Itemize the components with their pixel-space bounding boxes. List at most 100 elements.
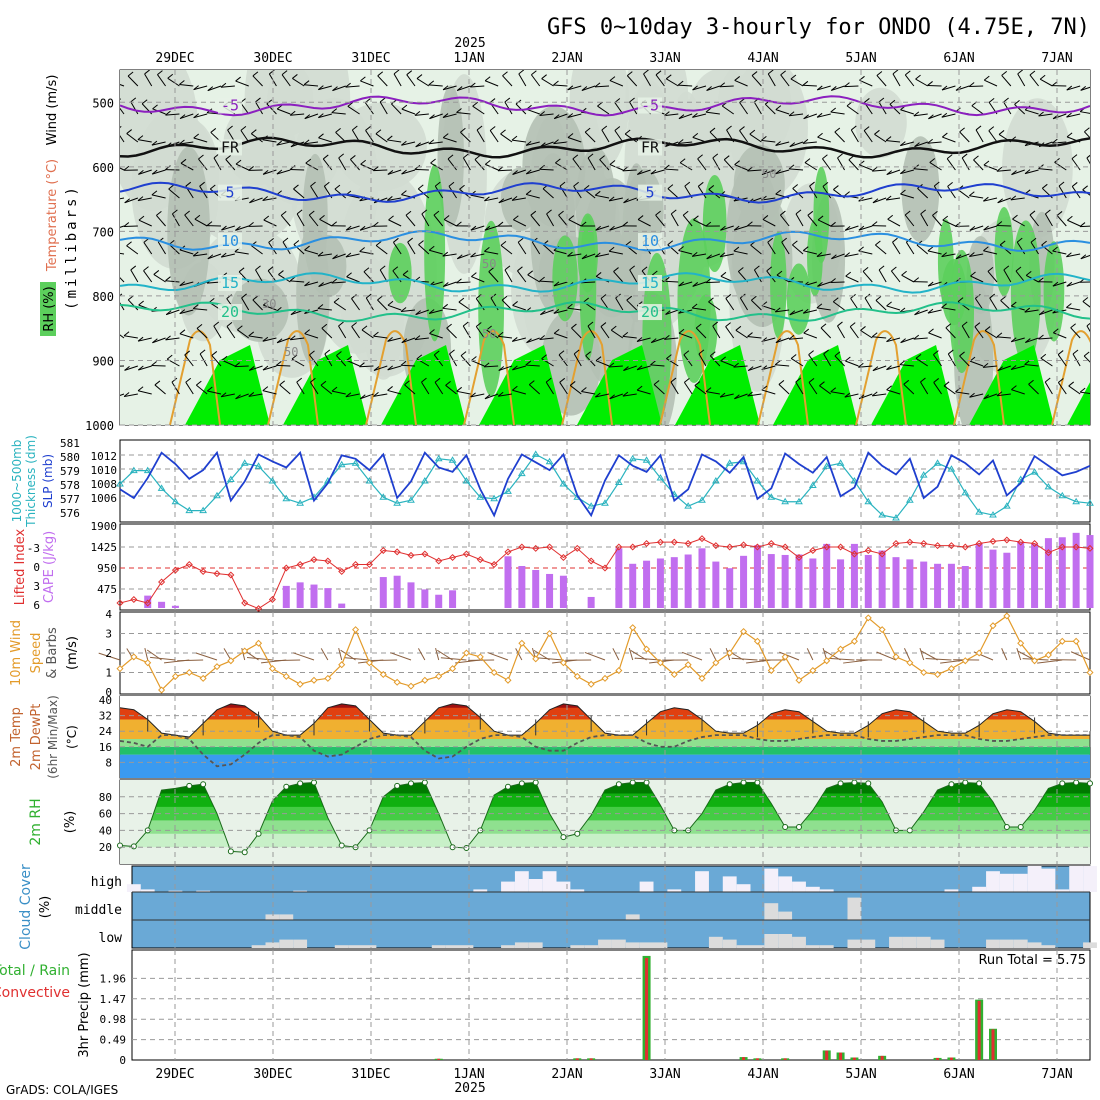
wind-barb-flag [613,267,619,272]
wind-barb [734,225,748,231]
wind-barb [318,85,332,91]
wind-barb [234,251,249,255]
wind-barb-flag [915,353,922,359]
wind-barb-flag [927,308,934,314]
thickness-axis-label-1: 1000~500mb [10,440,24,523]
cape-bar [282,585,290,608]
wind-barb [996,393,1011,397]
precip-convective-bar [880,1055,884,1060]
wind-barb-flag [111,395,116,399]
wind-barb [512,389,526,395]
cloud-bar [916,936,931,948]
wind10-speed-point [227,657,235,665]
wind-barb [130,101,139,115]
wind-barb-flag [1000,296,1006,301]
wind-barb-flag [789,310,796,316]
wind-barb [127,75,139,87]
cape-bar [559,575,567,608]
wind-barb-flag [417,184,424,190]
thickness-point [1044,482,1053,490]
cape-bar [158,601,166,608]
wind-barb-flag [719,252,726,258]
wind-barb-flag [1080,254,1087,260]
wind10-speed-point [823,657,831,665]
wind-barb-flag [781,237,788,243]
precip-tick-label: 1.96 [100,972,127,985]
wind-barb-flag [352,125,358,131]
rh2m-point [505,783,511,790]
wind-barb-flag [899,307,906,313]
wind-barb-flag [1082,185,1088,191]
lifted-index-point [490,560,498,569]
wind-barb-flag [194,214,201,220]
wind-barb-flag [154,380,161,386]
wind-barb-flag [252,295,259,301]
wind-barb [151,141,166,146]
cloud-bar [764,868,779,892]
wind-barb-flag [220,252,227,258]
rh2m-line [119,781,1091,853]
rh-blob-dark [167,146,210,316]
wind-barb-flag [573,349,580,355]
cloud-bar [514,942,529,948]
wind10-speed-point [1086,668,1094,677]
wind-barb-flag [113,326,118,330]
wind-barb-flag [127,71,134,77]
wind-barb-flag [248,221,254,227]
rh2m-point [615,781,622,788]
wind-barb-flag [415,310,421,316]
wind-barb-flag [387,170,394,175]
wind-barb [418,244,430,255]
thickness-point [407,496,415,503]
wind-barb-flag [470,392,476,398]
wind-barb [387,389,402,395]
wind10-speed-point [532,655,540,663]
wind-barb-flag [679,158,686,164]
wind-barb-flag [987,266,994,272]
thickness-point [905,496,914,503]
lifted-index-point [975,539,983,548]
date-label-top: 31DEC [351,51,390,66]
wind-barb [442,253,457,257]
isotherm-label: FR [221,138,240,156]
cape-bar [1058,537,1066,608]
wind-barb-flag [600,294,607,299]
lifted-index-point [365,560,373,569]
wind-barb [1012,218,1025,227]
lifted-index-point [462,550,470,558]
wind-barb-flag [706,254,713,260]
wind-barb-flag [235,159,242,165]
wind-barb-flag [500,240,507,246]
cape-bar [518,566,526,608]
wind-barb [484,393,499,400]
wind-barb [983,164,998,171]
wind10-speed-point [892,653,900,661]
wind-barb-flag [359,362,365,368]
wind-barb-flag [844,225,851,231]
lifted-index-point [809,546,817,555]
wind-barb [447,158,457,171]
wind-barb-flag [304,245,310,251]
wind-barb [933,185,942,199]
wind10-speed-point [740,628,748,636]
wind-barb-flag [601,125,608,131]
wind-barb [1039,78,1053,87]
thickness-point [808,481,817,488]
wind-barb-flag [179,114,186,119]
wind-barb [997,197,1012,204]
rh2m-point [421,779,428,786]
wind-barb [892,241,901,255]
cape-bar [920,561,928,608]
wind-barb [834,355,845,367]
wind-barb-flag [914,310,920,316]
wind-barb [886,389,901,395]
wind10-speed-point [837,645,845,653]
wind-barb-flag [497,166,504,172]
wind-barb-flag [808,350,814,356]
wind-barb [831,253,845,260]
cape-bar [753,545,761,608]
wind-barb-flag [1079,222,1086,227]
isotherm-label: 5 [645,184,654,202]
cape-tick-label: 1900 [91,520,118,533]
